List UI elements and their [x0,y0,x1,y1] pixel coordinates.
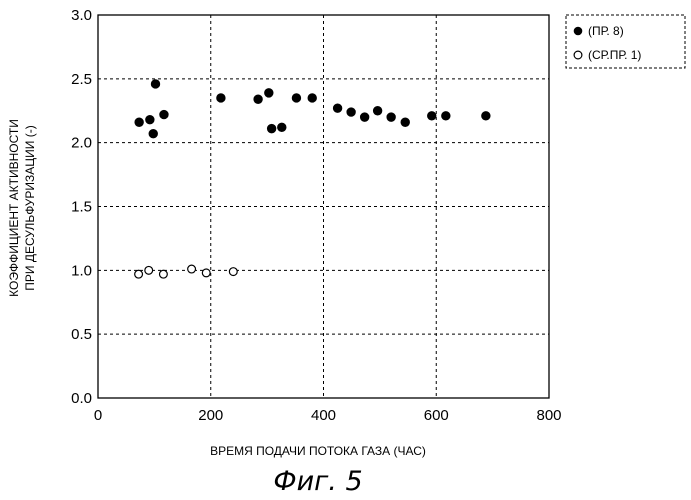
data-point-series-2 [145,266,153,274]
legend: (ПР. 8) (СР.ПР. 1) [566,15,685,68]
data-point-series-2 [159,270,167,278]
data-point-series-1 [277,123,286,132]
data-point-series-1 [387,113,396,122]
data-point-series-1 [265,89,274,98]
grid-layer [98,15,549,398]
data-point-series-1 [347,108,356,117]
y-axis-label-line-1: КОЭФФИЦИЕНТ АКТИВНОСТИ [7,119,21,297]
x-tick-label: 400 [311,407,336,424]
legend-marker-series-1 [574,27,583,36]
x-tick-labels: 0 200 400 600 800 [94,407,562,424]
y-tick-label: 1.0 [71,262,92,279]
data-point-series-2 [229,268,237,276]
data-point-series-1 [160,110,169,119]
legend-label-series-2: (СР.ПР. 1) [588,48,641,62]
data-point-series-1 [292,94,301,103]
data-point-series-1 [254,95,263,104]
y-tick-label: 0.5 [71,326,92,343]
y-tick-label: 3.0 [71,7,92,24]
data-point-series-1 [360,113,369,122]
y-tick-labels: 0.0 0.5 1.0 1.5 2.0 2.5 3.0 [71,7,92,407]
x-tick-label: 600 [424,407,449,424]
data-point-series-1 [333,104,342,113]
data-point-series-1 [217,94,226,103]
y-tick-label: 1.5 [71,199,92,216]
data-point-series-1 [149,129,158,138]
x-tick-label: 200 [198,407,223,424]
data-point-series-2 [135,270,143,278]
data-point-series-1 [373,106,382,115]
data-point-series-1 [151,80,160,89]
data-point-series-1 [135,118,144,127]
figure-caption: Фиг. 5 [273,466,362,497]
legend-marker-series-2 [574,51,582,59]
data-point-series-1 [442,112,451,121]
y-tick-label: 0.0 [71,390,92,407]
y-tick-label: 2.5 [71,71,92,88]
data-point-series-1 [146,115,155,124]
y-axis-label-line-2: ПРИ ДЕСУЛЬФУРИЗАЦИИ (-) [23,125,37,291]
data-points [135,80,490,278]
legend-label-series-1: (ПР. 8) [588,24,624,38]
x-axis-label: ВРЕМЯ ПОДАЧИ ПОТОКА ГАЗА (ЧАС) [210,444,426,458]
x-tick-label: 0 [94,407,102,424]
data-point-series-1 [308,94,317,103]
data-point-series-1 [401,118,410,127]
data-point-series-2 [188,265,196,273]
y-tick-label: 2.0 [71,135,92,152]
data-point-series-1 [427,112,436,121]
x-tick-label: 800 [536,407,561,424]
data-point-series-1 [267,124,276,133]
data-point-series-1 [482,112,491,121]
data-point-series-2 [202,269,210,277]
